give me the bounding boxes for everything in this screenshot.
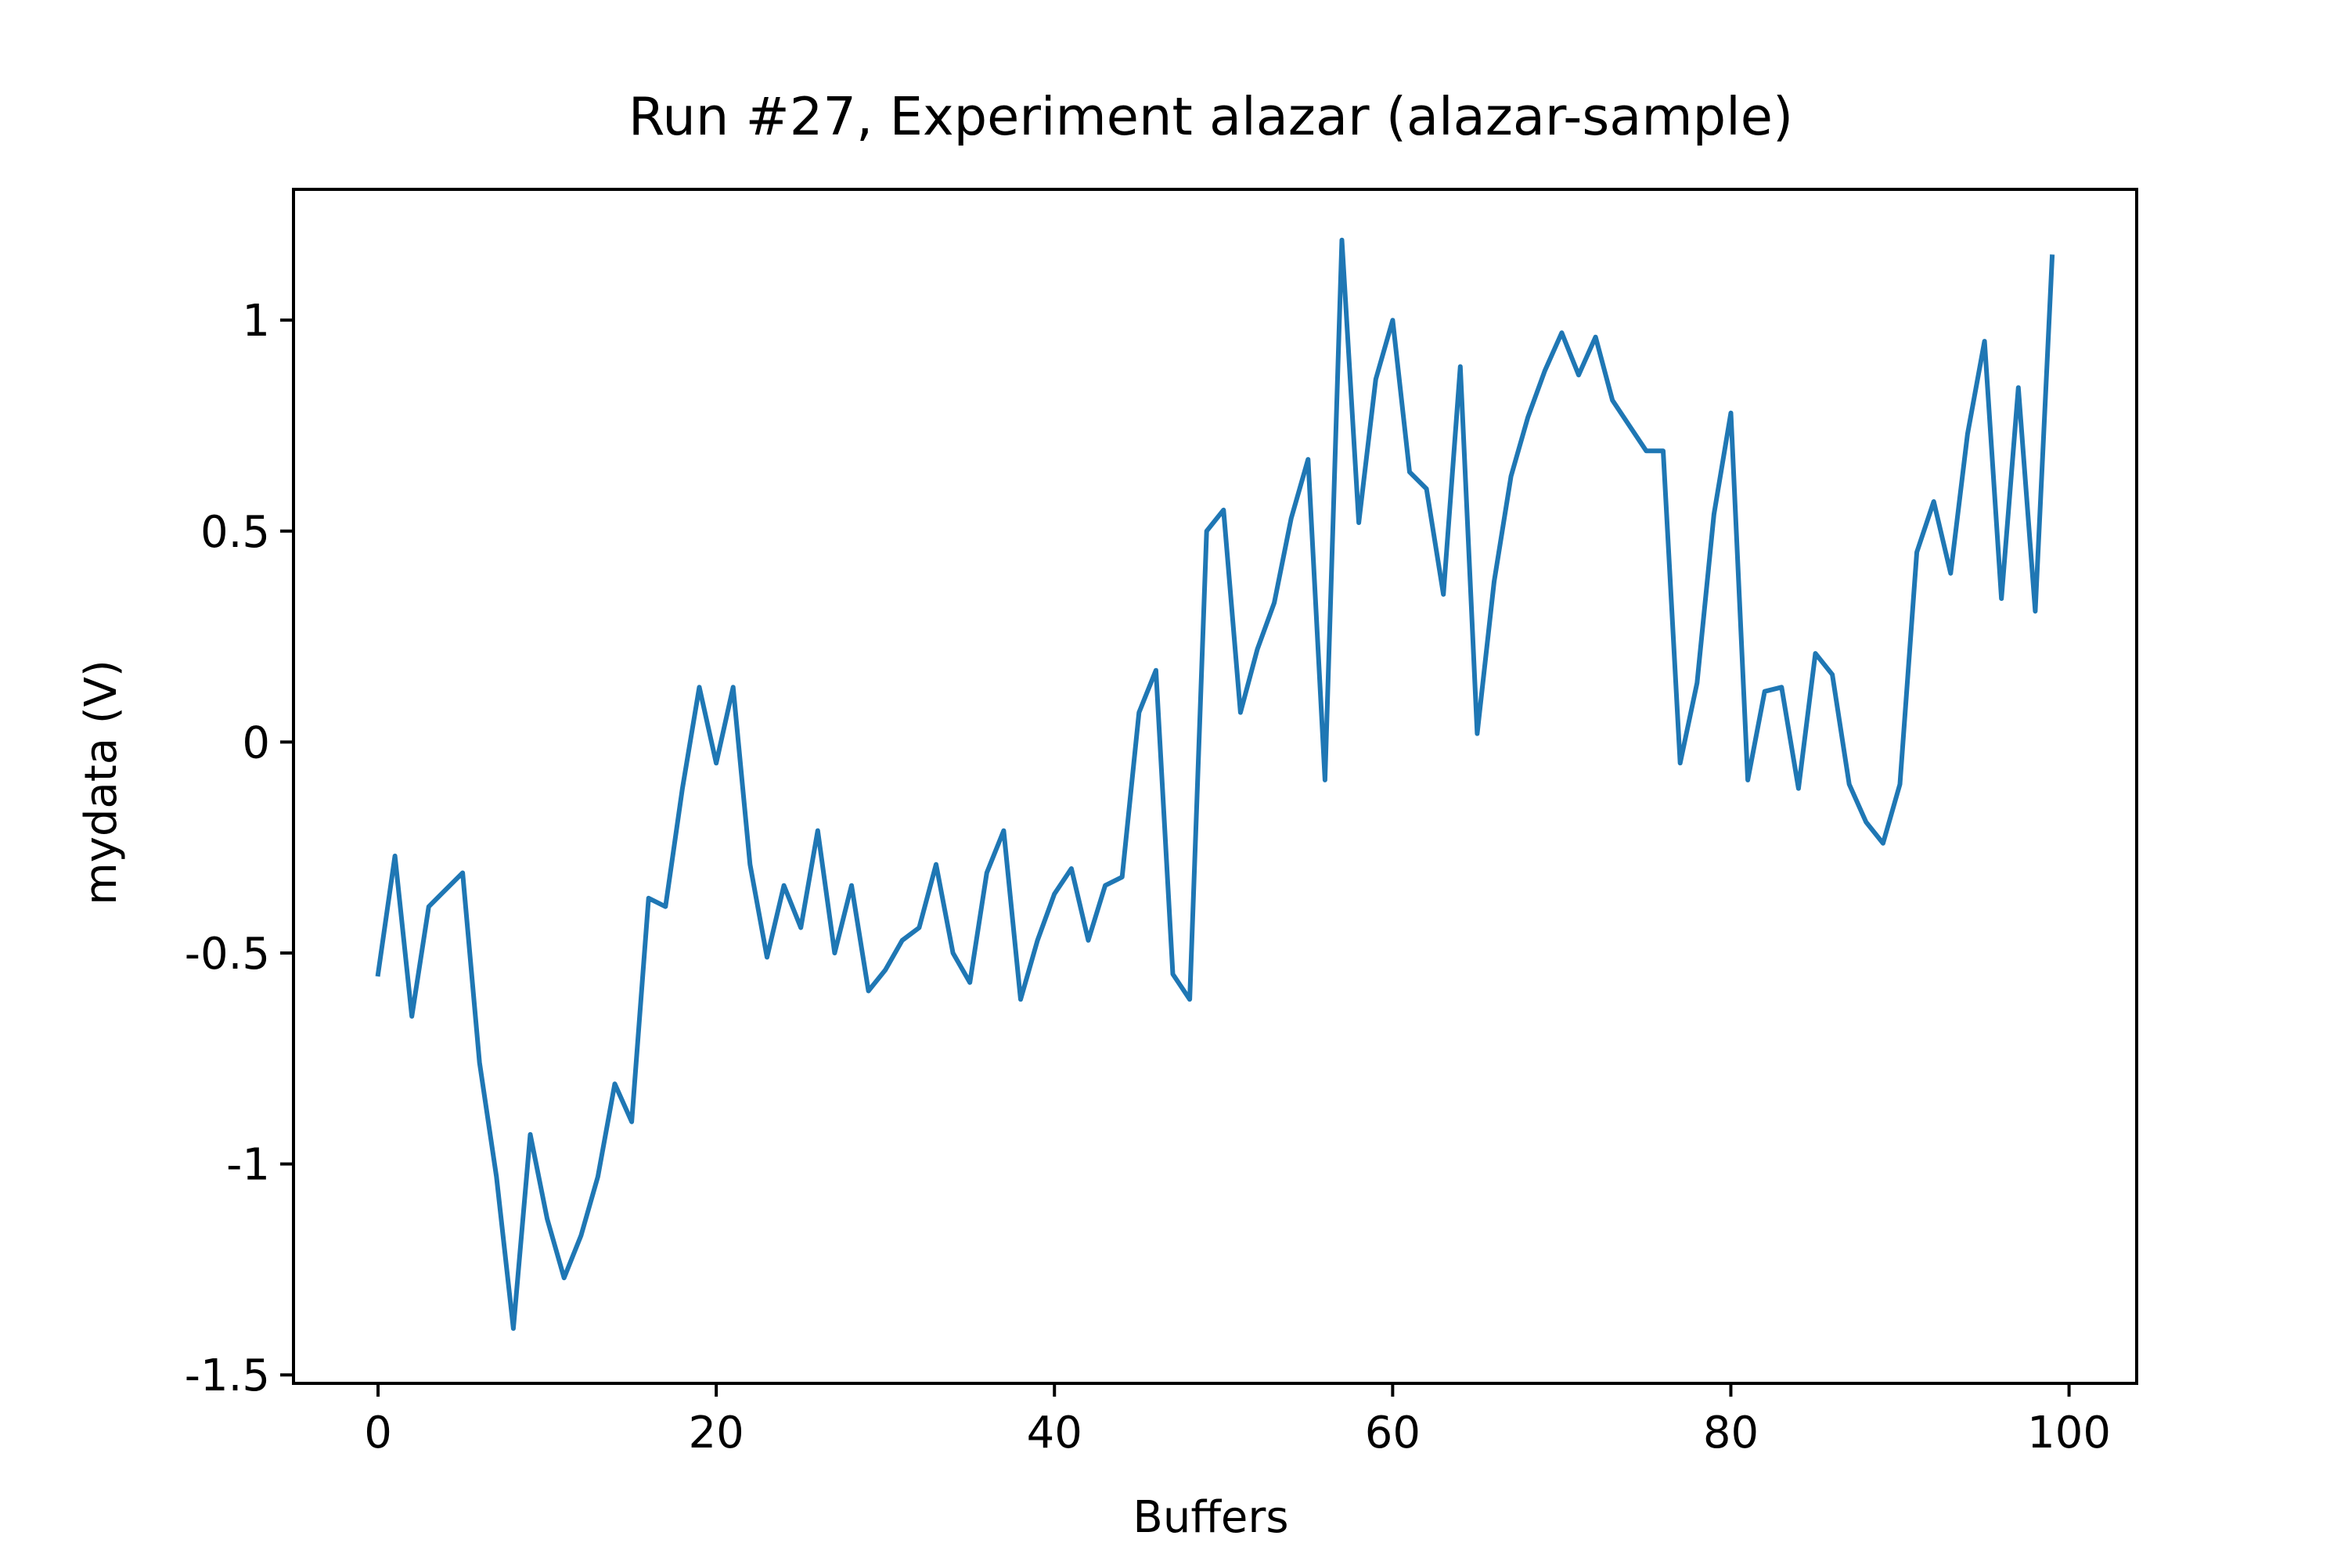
x-tick-label: 40 <box>1027 1408 1082 1458</box>
y-tick-label: 0.5 <box>200 507 270 558</box>
x-tick-label: 0 <box>364 1408 392 1458</box>
x-axis-label: Buffers <box>1133 1492 1288 1543</box>
chart-title: Run #27, Experiment alazar (alazar-sampl… <box>628 86 1793 147</box>
y-axis-label: mydata (V) <box>76 660 127 905</box>
y-tick-label: 1 <box>242 296 270 347</box>
axis-ticks: 0 20 40 60 80 100 -1.5 -1 -0.5 0 0.5 1 <box>185 296 2111 1458</box>
x-tick-label: 80 <box>1703 1408 1759 1458</box>
y-tick-label: -1.5 <box>185 1350 270 1401</box>
y-tick-label: 0 <box>242 717 270 768</box>
series-line <box>375 237 2055 1331</box>
x-tick-label: 60 <box>1365 1408 1421 1458</box>
x-tick-label: 100 <box>2027 1408 2111 1458</box>
series-layer <box>375 237 2055 1331</box>
plot-area-frame <box>292 188 2138 1385</box>
y-tick-label: -1 <box>226 1140 270 1191</box>
x-tick-label: 20 <box>689 1408 744 1458</box>
y-tick-label: -0.5 <box>185 929 270 980</box>
